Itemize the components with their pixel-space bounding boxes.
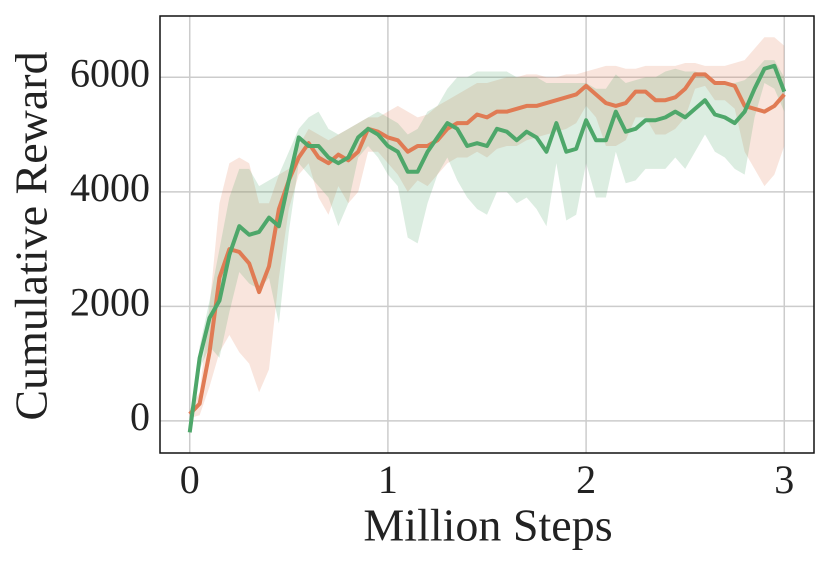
x-tick-label: 2	[576, 457, 596, 502]
x-tick-label: 1	[378, 457, 398, 502]
plot-frame	[159, 15, 815, 454]
y-tick-label: 2000	[70, 280, 150, 325]
y-tick-label: 6000	[70, 50, 150, 95]
y-tick-label: 4000	[70, 165, 150, 210]
confidence-band	[189, 37, 785, 419]
y-tick-label: 0	[130, 394, 150, 439]
x-axis-label: Million Steps	[363, 500, 612, 551]
line	[187, 63, 787, 433]
x-tick-label: 3	[774, 457, 794, 502]
x-tick-label: 0	[180, 457, 200, 502]
y-axis-label: Cumulative Reward	[6, 51, 57, 420]
